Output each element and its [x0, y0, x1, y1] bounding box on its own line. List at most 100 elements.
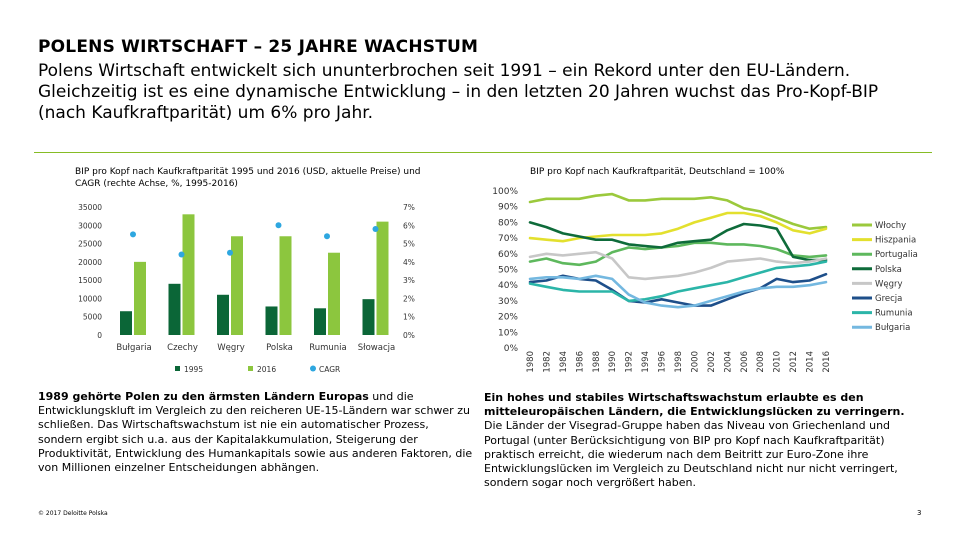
line-y-tick-1: 90%: [498, 203, 518, 213]
legend-swatch-1: [248, 366, 253, 371]
line-legend-label-3: Polska: [875, 265, 902, 275]
line-legend-label-6: Rumunia: [875, 309, 913, 319]
legend-label-2: CAGR: [319, 365, 340, 374]
line-x-tick-7: 1994: [641, 351, 651, 373]
line-x-tick-15: 2010: [773, 351, 783, 373]
bar-2016-0: [134, 261, 146, 335]
bar-chart: 35000 30000 25000 20000 15000 10000 5000 0 7% 6% 5…: [78, 203, 415, 374]
line-legend-label-7: Bułgaria: [875, 323, 910, 333]
line-x-tick-11: 2002: [707, 351, 717, 373]
line-x-tick-4: 1988: [592, 351, 602, 373]
line-y-tick-8: 20%: [498, 313, 518, 323]
page-subtitle: Polens Wirtschaft entwickelt sich ununte…: [38, 61, 879, 123]
bar-2016-4: [328, 252, 340, 335]
line-legend-label-4: Węgry: [875, 279, 903, 289]
right-text-lead: Ein hohes und stabiles Wirtschaftswachst…: [484, 391, 905, 419]
bar-2016-1: [182, 214, 195, 335]
right-text-body: Die Länder der Visegrad-Gruppe haben das…: [484, 419, 898, 490]
line-x-tick-14: 2008: [756, 351, 766, 373]
line-x-tick-1: 1982: [542, 351, 552, 373]
y-tick-left-3: 20000: [78, 258, 102, 267]
y-tick-right-3: 4%: [403, 258, 415, 267]
cagr-point-2: [227, 249, 233, 256]
series-line-2: [528, 241, 828, 267]
series-line-6: [528, 260, 828, 303]
legend-label-0: 1995: [184, 365, 203, 374]
line-y-tick-2: 80%: [498, 218, 518, 228]
line-legend-label-0: Włochy: [875, 221, 906, 231]
left-text-body: und die Entwicklungskluft im Vergleich z…: [38, 390, 473, 475]
series-line-3: [528, 221, 828, 262]
line-x-tick-16: 2012: [789, 351, 799, 373]
y-tick-right-6: 1%: [403, 313, 415, 322]
line-legend-label-2: Portugalia: [875, 250, 918, 260]
series-line-1: [528, 211, 828, 243]
bar-chart-title: BIP pro Kopf nach Kaufkraftparität 1995 …: [75, 167, 421, 189]
line-x-tick-18: 2016: [822, 351, 832, 373]
legend-label-1: 2016: [257, 365, 276, 374]
line-y-tick-5: 50%: [498, 266, 518, 276]
line-y-tick-0: 100%: [492, 187, 518, 197]
y-tick-right-4: 3%: [403, 276, 415, 285]
legend-swatch-2: [310, 365, 316, 372]
y-tick-right-1: 6%: [403, 221, 415, 230]
bar-2016-3: [279, 236, 292, 335]
bar-1995-5: [362, 299, 375, 335]
y-tick-left-7: 0: [97, 331, 102, 340]
cagr-point-5: [372, 225, 379, 232]
series-line-4: [528, 250, 828, 281]
y-tick-left-0: 35000: [78, 203, 102, 212]
line-x-tick-3: 1986: [575, 351, 585, 373]
line-y-tick-10: 0%: [504, 344, 519, 354]
y-tick-right-0: 7%: [403, 203, 415, 212]
cagr-point-3: [275, 222, 282, 229]
x-tick-5: Słowacja: [358, 343, 395, 353]
bar-1995-3: [265, 306, 278, 335]
line-y-tick-3: 70%: [498, 234, 518, 244]
line-x-tick-0: 1980: [526, 351, 536, 373]
line-x-tick-12: 2004: [723, 351, 733, 373]
line-x-tick-2: 1984: [559, 351, 569, 373]
y-tick-left-2: 25000: [78, 240, 102, 249]
bar-1995-2: [217, 294, 229, 335]
line-x-tick-9: 1998: [674, 351, 684, 373]
x-tick-1: Czechy: [167, 343, 198, 353]
line-legend-label-1: Hiszpania: [875, 236, 916, 246]
cagr-point-1: [178, 251, 185, 258]
line-x-tick-5: 1990: [608, 351, 618, 373]
line-x-tick-6: 1992: [625, 351, 635, 373]
y-tick-right-5: 2%: [403, 294, 415, 303]
legend-swatch-0: [175, 366, 180, 371]
line-chart-title: BIP pro Kopf nach Kaufkraftparität, Deut…: [530, 167, 785, 177]
series-line-0: [528, 192, 828, 231]
line-x-tick-8: 1996: [658, 351, 668, 373]
line-y-tick-7: 30%: [498, 297, 518, 307]
bar-2016-5: [376, 221, 389, 335]
bar-2016-2: [231, 236, 243, 335]
line-y-tick-6: 40%: [498, 281, 518, 291]
x-tick-4: Rumunia: [309, 343, 347, 353]
line-legend-label-5: Grecja: [875, 294, 902, 304]
series-line-7: [528, 274, 828, 309]
page-title: POLENS WIRTSCHAFT – 25 JAHRE WACHSTUM: [38, 37, 479, 57]
y-tick-left-1: 30000: [78, 221, 102, 230]
line-x-tick-10: 2000: [690, 351, 700, 373]
accent-divider: [34, 152, 932, 153]
line-x-tick-17: 2014: [806, 351, 816, 373]
line-y-tick-9: 10%: [498, 328, 518, 338]
left-text-block: 1989 gehörte Polen zu den ärmsten Länder…: [38, 390, 476, 475]
copyright: © 2017 Deloitte Polska: [38, 510, 108, 517]
y-tick-right-7: 0%: [403, 331, 415, 340]
left-text-lead: 1989 gehörte Polen zu den ärmsten Länder…: [38, 390, 369, 403]
y-tick-left-4: 15000: [78, 276, 102, 285]
bar-1995-0: [120, 311, 132, 335]
cagr-point-4: [324, 233, 330, 240]
right-text-block: Ein hohes und stabiles Wirtschaftswachst…: [484, 391, 916, 490]
y-tick-right-2: 5%: [403, 240, 415, 249]
bar-1995-1: [168, 283, 181, 335]
x-tick-3: Polska: [266, 343, 293, 353]
line-chart: 100% 90% 80% 70% 60% 50% 40% 30% 20% 10% 0% 1980 198…: [492, 187, 918, 373]
cagr-point-0: [130, 231, 136, 238]
x-tick-0: Bułgaria: [116, 343, 151, 353]
line-y-tick-4: 60%: [498, 250, 518, 260]
